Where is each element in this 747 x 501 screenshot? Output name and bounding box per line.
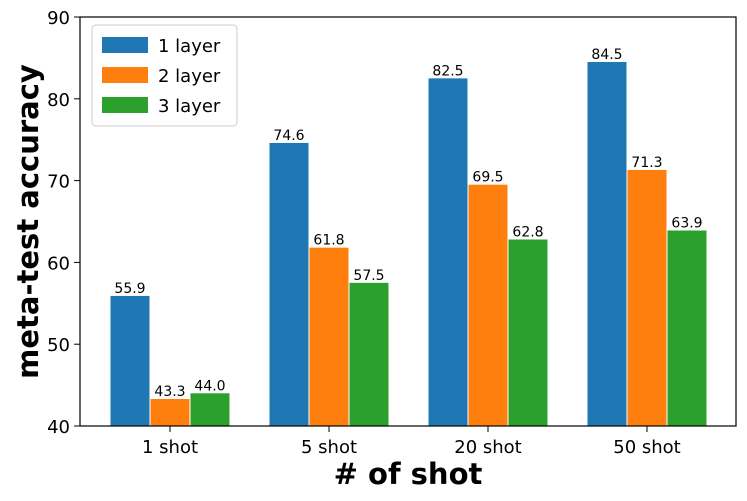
bar-3-layer-1-shot bbox=[190, 393, 230, 426]
legend: 1 layer 2 layer 3 layer bbox=[91, 24, 238, 127]
bar-3-layer-50-shot bbox=[667, 230, 707, 426]
legend-swatch-2-layer bbox=[102, 67, 148, 83]
legend-swatch-3-layer bbox=[102, 97, 148, 113]
x-axis-ticks: 1 shot 5 shot 20 shot 50 shot bbox=[142, 426, 681, 458]
bar-1-layer-20-shot bbox=[428, 78, 468, 426]
bar-value-label: 61.8 bbox=[313, 233, 344, 249]
y-axis-title: meta-test accuracy bbox=[11, 64, 45, 379]
bar-value-label: 62.8 bbox=[512, 224, 543, 240]
x-tick-label: 20 shot bbox=[454, 437, 521, 458]
plot-frame bbox=[79, 16, 737, 427]
x-axis-title: # of shot bbox=[334, 457, 483, 491]
bar-1-layer-5-shot bbox=[269, 142, 309, 427]
bar-value-label: 43.3 bbox=[154, 384, 185, 400]
y-tick-label: 60 bbox=[47, 253, 70, 274]
bar-value-label: 71.3 bbox=[631, 155, 662, 171]
legend-label-3-layer: 3 layer bbox=[158, 96, 221, 117]
bar-value-label: 74.6 bbox=[273, 128, 304, 144]
y-tick-label: 80 bbox=[47, 90, 70, 111]
bar-value-label: 84.5 bbox=[591, 47, 622, 63]
x-tick-label: 1 shot bbox=[142, 437, 198, 458]
y-tick-label: 50 bbox=[47, 335, 70, 356]
bar-2-layer-50-shot bbox=[627, 169, 667, 426]
bar-value-label: 82.5 bbox=[432, 63, 463, 79]
bar-value-label: 63.9 bbox=[671, 215, 702, 231]
bar-value-label: 69.5 bbox=[472, 170, 503, 186]
legend-label-1-layer: 1 layer bbox=[158, 36, 221, 57]
bar-value-labels: 55.9 74.6 82.5 84.5 43.3 61.8 69.5 71.3 44.0 57.5… bbox=[114, 47, 702, 400]
legend-label-2-layer: 2 layer bbox=[158, 66, 221, 87]
bar-value-label: 44.0 bbox=[194, 378, 225, 394]
bar-1-layer-50-shot bbox=[587, 61, 627, 427]
bars-group bbox=[110, 61, 707, 427]
bar-value-label: 55.9 bbox=[114, 281, 145, 297]
bar-2-layer-1-shot bbox=[150, 399, 190, 426]
bar-2-layer-20-shot bbox=[468, 184, 508, 426]
y-axis-ticks: 40 50 60 70 80 90 bbox=[47, 8, 80, 438]
bar-1-layer-1-shot bbox=[110, 295, 150, 426]
y-tick-label: 90 bbox=[47, 8, 70, 29]
y-tick-label: 40 bbox=[47, 417, 70, 438]
y-tick-label: 70 bbox=[47, 172, 70, 193]
x-tick-label: 5 shot bbox=[301, 437, 357, 458]
legend-swatch-1-layer bbox=[102, 37, 148, 53]
x-tick-label: 50 shot bbox=[613, 437, 680, 458]
bar-value-label: 57.5 bbox=[353, 268, 384, 284]
bar-3-layer-5-shot bbox=[349, 282, 389, 426]
bar-2-layer-5-shot bbox=[309, 247, 349, 426]
bar-3-layer-20-shot bbox=[508, 239, 548, 426]
